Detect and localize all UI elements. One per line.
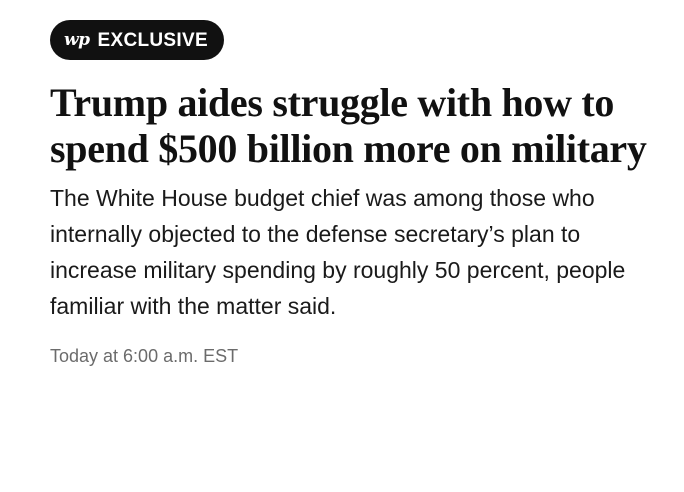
exclusive-badge: wp EXCLUSIVE [50, 20, 224, 60]
article-headline[interactable]: Trump aides struggle with how to spend $… [50, 80, 647, 171]
washington-post-logo-icon: wp [64, 29, 90, 50]
exclusive-label: EXCLUSIVE [97, 29, 208, 51]
article-dek: The White House budget chief was among t… [50, 185, 626, 319]
article-card[interactable]: wp EXCLUSIVE Trump aides struggle with h… [50, 20, 670, 366]
article-timestamp: Today at 6:00 a.m. EST [50, 346, 239, 366]
